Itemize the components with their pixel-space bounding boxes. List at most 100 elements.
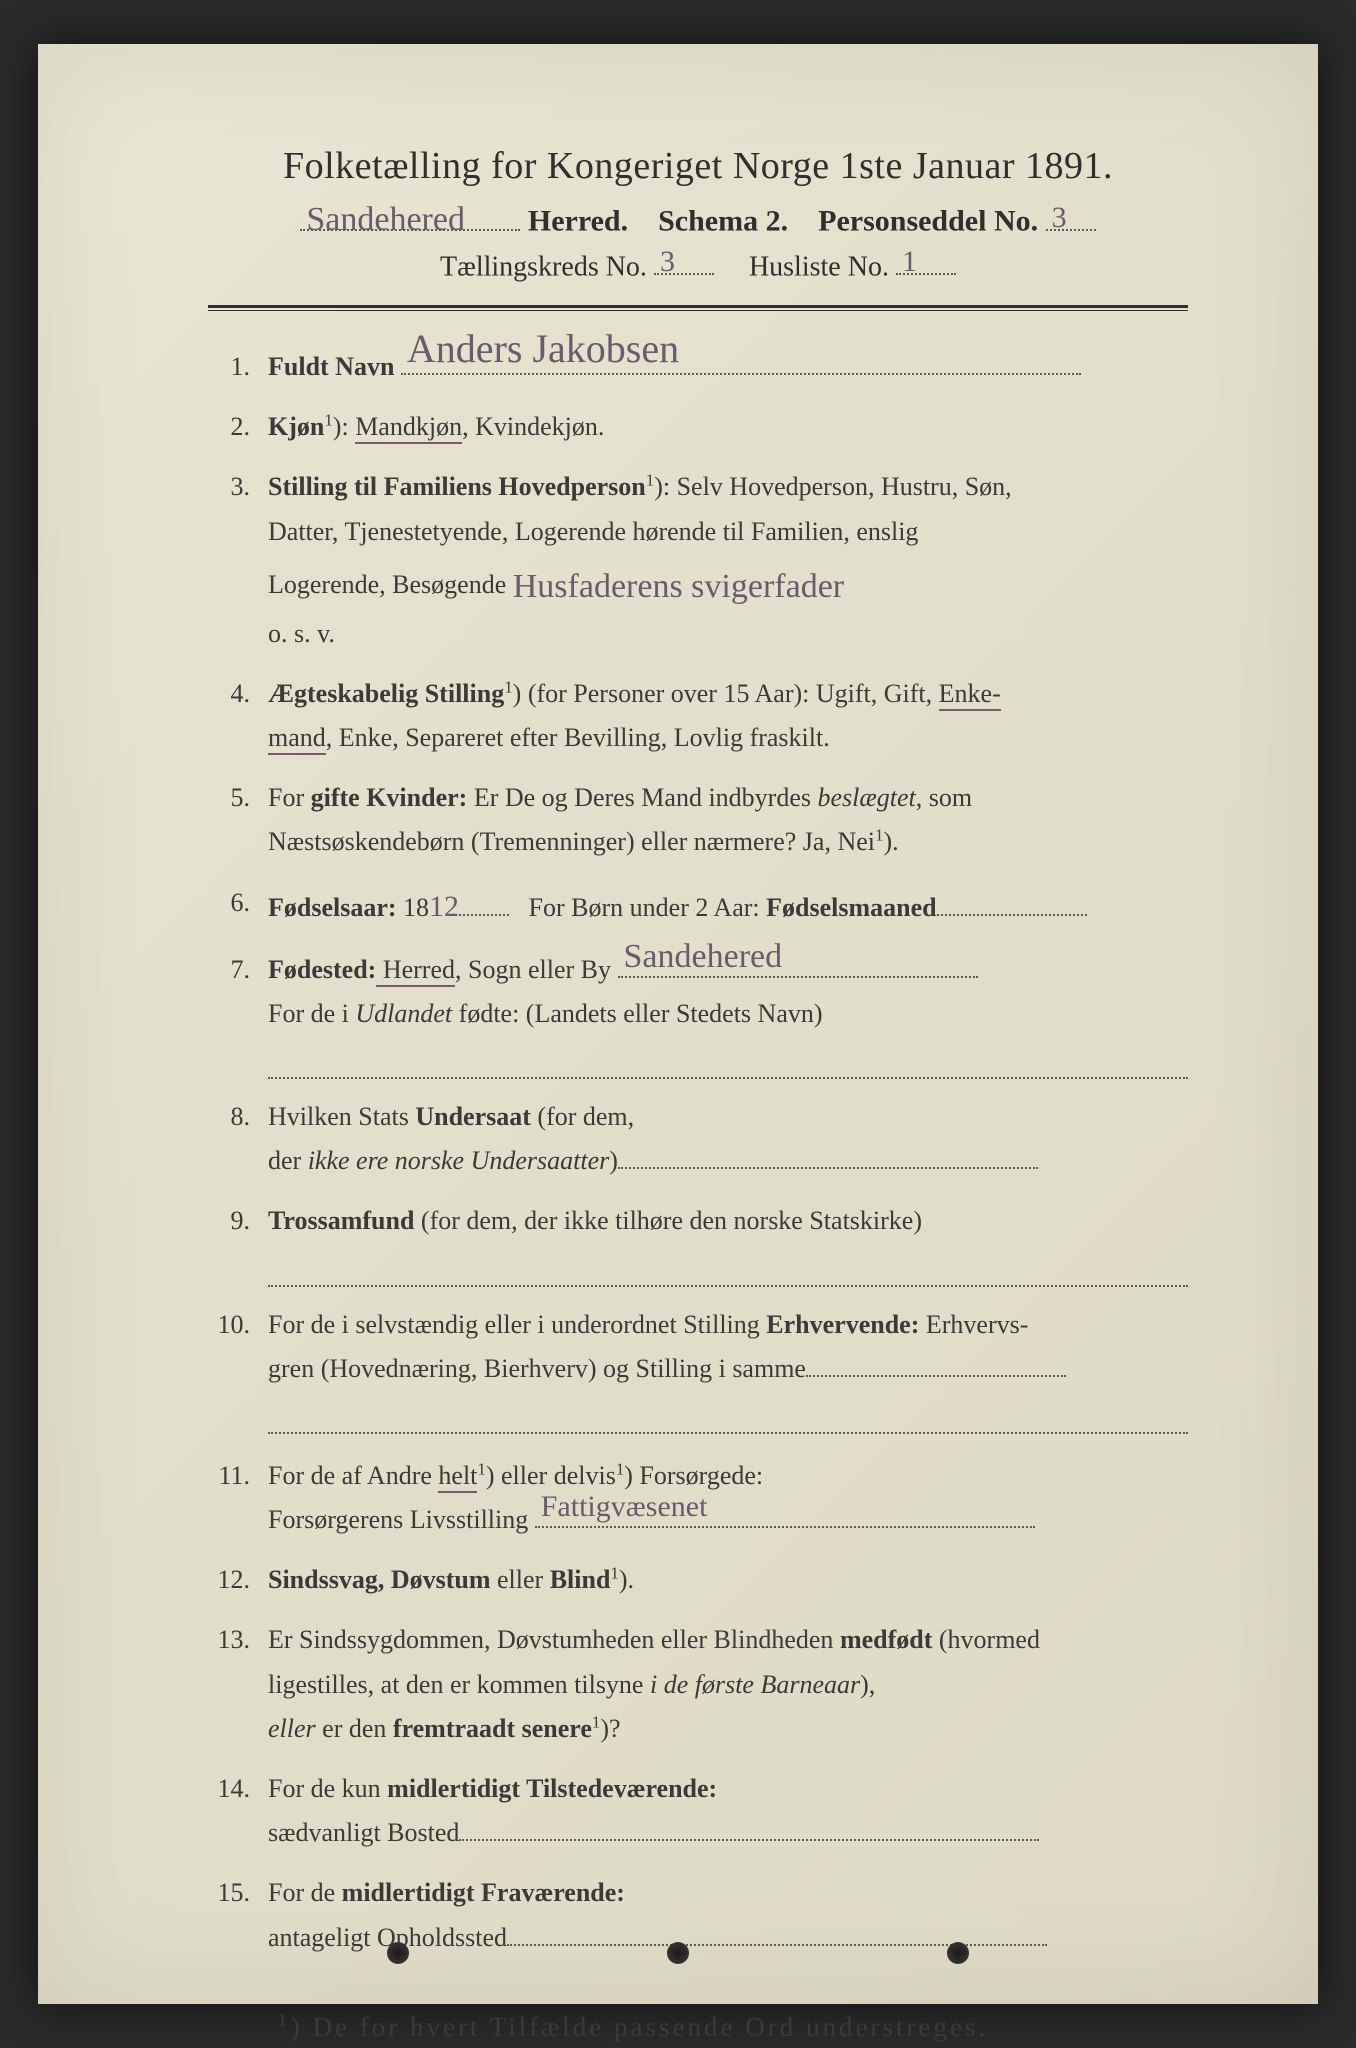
husliste-no: 1	[902, 245, 917, 279]
num-13: 13.	[208, 1618, 268, 1751]
l3-4: o. s. v.	[268, 619, 335, 648]
l8-2i: ikke ere norske Undersaatter	[308, 1146, 610, 1175]
l4-1u: Enke-	[939, 679, 1001, 711]
l8-2a: der	[268, 1146, 308, 1175]
num-6: 6.	[208, 881, 268, 932]
l4-1a: ) (for Personer over 15 Aar): Ugift, Gif…	[513, 679, 939, 708]
sex-selected: Mandkjøn	[355, 412, 462, 444]
num-1: 1.	[208, 345, 268, 389]
third-line: Tællingskreds No. 3 Husliste No. 1	[208, 249, 1188, 284]
label-marital: Ægteskabelig Stilling	[268, 679, 504, 708]
label-birthyear: Fødselsaar:	[268, 893, 397, 922]
item-6: 6. Fødselsaar: 1812 For Børn under 2 Aar…	[208, 881, 1188, 932]
num-14: 14.	[208, 1767, 268, 1855]
name-value: Anders Jakobsen	[407, 315, 679, 383]
sex-rest: , Kvindekjøn.	[462, 412, 604, 441]
body-1: Fuldt Navn Anders Jakobsen	[268, 345, 1188, 389]
item-13: 13. Er Sindssygdommen, Døvstumheden elle…	[208, 1618, 1188, 1751]
l8-1a: Hvilken Stats	[268, 1102, 415, 1131]
l11-1u: helt	[438, 1461, 477, 1493]
form-header: Folketælling for Kongeriget Norge 1ste J…	[208, 144, 1188, 283]
l12-c: ).	[619, 1565, 634, 1594]
item-11: 11. For de af Andre helt1) eller delvis1…	[208, 1454, 1188, 1542]
body-7: Fødested: Herred, Sogn eller By Sandeher…	[268, 948, 1188, 1079]
l5-2: Næstsøskendebørn (Tremenninger) eller næ…	[268, 827, 875, 856]
l7-rest: , Sogn eller By	[455, 955, 611, 984]
l5-2e: ).	[883, 827, 898, 856]
footnote: 1) De for hvert Tilfælde passende Ord un…	[208, 2010, 1188, 2043]
body-13: Er Sindssygdommen, Døvstumheden eller Bl…	[268, 1618, 1188, 1751]
item-10: 10. For de i selvstændig eller i underor…	[208, 1303, 1188, 1434]
label-sex: Kjøn	[268, 412, 324, 441]
label-birthplace: Fødested:	[268, 955, 376, 984]
l10-1c: Erhvervs-	[919, 1310, 1028, 1339]
label-name: Fuldt Navn	[268, 352, 394, 381]
l13-3b: fremtraadt senere	[393, 1714, 592, 1743]
num-8: 8.	[208, 1095, 268, 1183]
l4-2b: , Enke, Separeret efter Bevilling, Lovli…	[326, 723, 830, 752]
body-8: Hvilken Stats Undersaat (for dem, der ik…	[268, 1095, 1188, 1183]
l14-1b: midlertidigt Tilstedeværende:	[387, 1774, 717, 1803]
l5-lb: gifte Kvinder:	[311, 783, 468, 812]
year-hw: 12	[429, 890, 459, 923]
l10-1a: For de i selvstændig eller i underordnet…	[268, 1310, 766, 1339]
num-4: 4.	[208, 672, 268, 760]
l4-2u: mand	[268, 723, 326, 755]
herred-label: Herred.	[528, 205, 628, 238]
l13-2a: ligestilles, at den er kommen tilsyne	[268, 1670, 650, 1699]
l9-rest: (for dem, der ikke tilhøre den norske St…	[414, 1206, 922, 1235]
l5-la: For	[268, 783, 311, 812]
l13-2i: i de første Barneaar	[650, 1670, 860, 1699]
husliste-label: Husliste No.	[749, 251, 889, 282]
body-4: Ægteskabelig Stilling1) (for Personer ov…	[268, 672, 1188, 760]
l6-rb: Fødselsmaaned	[766, 893, 936, 922]
l7-2a: For de i	[268, 999, 355, 1028]
label-stilling: Stilling til Familiens Hovedperson	[268, 472, 646, 501]
l3-3a: Logerende, Besøgende	[268, 570, 513, 599]
l13-3c: )?	[600, 1714, 620, 1743]
item-2: 2. Kjøn1): Mandkjøn, Kvindekjøn.	[208, 405, 1188, 449]
item-5: 5. For gifte Kvinder: Er De og Deres Man…	[208, 776, 1188, 864]
sup-3: 1	[646, 471, 654, 490]
body-6: Fødselsaar: 1812 For Børn under 2 Aar: F…	[268, 881, 1188, 932]
l13-1a: Er Sindssygdommen, Døvstumheden eller Bl…	[268, 1625, 840, 1654]
schema-label: Schema 2.	[658, 205, 788, 238]
form-items: 1. Fuldt Navn Anders Jakobsen 2. Kjøn1):…	[208, 345, 1188, 1960]
sex-pre: ):	[333, 412, 355, 441]
item-1: 1. Fuldt Navn Anders Jakobsen	[208, 345, 1188, 389]
num-11: 11.	[208, 1454, 268, 1542]
item-12: 12. Sindssvag, Døvstum eller Blind1).	[208, 1558, 1188, 1602]
l10-1b: Erhvervende:	[766, 1310, 919, 1339]
l6-ra: For Børn under 2 Aar:	[529, 893, 767, 922]
l14-dots	[459, 1817, 1039, 1842]
l3-2: Datter, Tjenestetyende, Logerende hørend…	[268, 517, 918, 546]
body-12: Sindssvag, Døvstum eller Blind1).	[268, 1558, 1188, 1602]
kreds-label: Tællingskreds No.	[440, 251, 647, 282]
num-5: 5.	[208, 776, 268, 864]
subtitle-line: Sandehered Herred. Schema 2. Personsedde…	[208, 202, 1188, 239]
item-14: 14. For de kun midlertidigt Tilstedevære…	[208, 1767, 1188, 1855]
l7-2b: fødte: (Landets eller Stedets Navn)	[452, 999, 822, 1028]
header-rule	[208, 305, 1188, 311]
body-14: For de kun midlertidigt Tilstedeværende:…	[268, 1767, 1188, 1855]
l7-blank	[268, 1040, 1188, 1079]
fn-sup: 1	[278, 2010, 291, 2030]
sup-2: 1	[324, 411, 332, 430]
body-9: Trossamfund (for dem, der ikke tilhøre d…	[268, 1199, 1188, 1286]
item-7: 7. Fødested: Herred, Sogn eller By Sande…	[208, 948, 1188, 1079]
l14-1a: For de kun	[268, 1774, 387, 1803]
body-2: Kjøn1): Mandkjøn, Kvindekjøn.	[268, 405, 1188, 449]
sup-11b: 1	[616, 1459, 624, 1478]
num-9: 9.	[208, 1199, 268, 1286]
l12-b: Blind	[550, 1565, 611, 1594]
l5-1c: , som	[916, 783, 972, 812]
l5-1i: beslægtet	[818, 783, 916, 812]
l14-2: sædvanligt Bosted	[268, 1818, 459, 1847]
l3-1: ): Selv Hovedperson, Hustru, Søn,	[654, 472, 1011, 501]
fn-text: ) De for hvert Tilfælde passende Ord und…	[291, 2012, 988, 2042]
body-3: Stilling til Familiens Hovedperson1): Se…	[268, 465, 1188, 655]
l10-blank	[268, 1395, 1188, 1434]
num-7: 7.	[208, 948, 268, 1079]
l8-dots	[618, 1144, 1038, 1169]
l12-a: eller	[491, 1565, 550, 1594]
